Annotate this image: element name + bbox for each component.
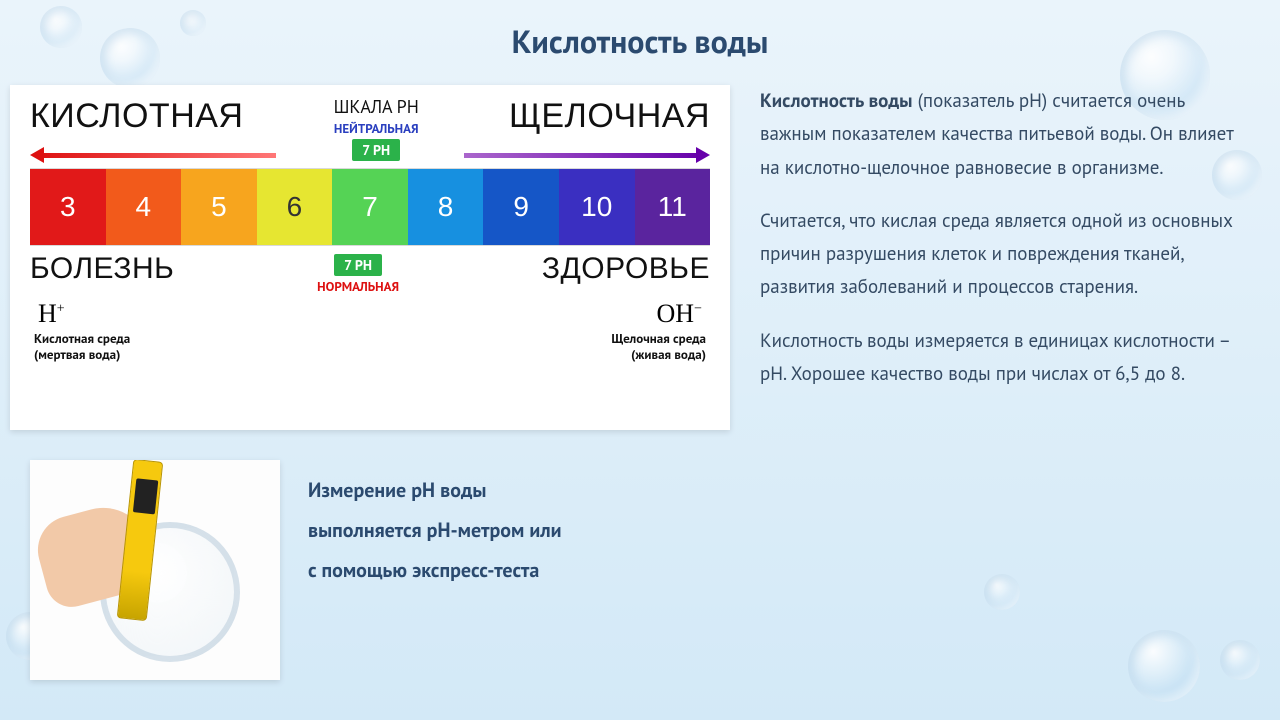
- ph-cell-5: 5: [181, 169, 257, 245]
- ph-cell-7: 7: [332, 169, 408, 245]
- alkaline-env-label: Щелочная среда (живая вода): [611, 331, 706, 364]
- health-label: ЗДОРОВЬЕ: [542, 252, 710, 286]
- bubble-deco: [1220, 640, 1260, 680]
- acid-env-label: Кислотная среда (мертвая вода): [34, 331, 130, 364]
- neutral-badge: 7 PH: [352, 139, 400, 161]
- ph-cell-10: 10: [559, 169, 635, 245]
- h-ion-label: H+: [38, 299, 65, 329]
- normal-label: НОРМАЛЬНАЯ: [317, 278, 399, 295]
- p1-bold: Кислотность воды: [760, 89, 913, 113]
- caption-line1: Измерение pH воды: [308, 477, 486, 503]
- scale-heading: ШКАЛА PH: [334, 95, 419, 118]
- paragraph-1: Кислотность воды (показатель pH) считает…: [760, 85, 1240, 185]
- ph-cell-3: 3: [30, 169, 106, 245]
- bubble-deco: [1128, 630, 1200, 702]
- ph-cell-8: 8: [408, 169, 484, 245]
- neutral-label: НЕЙТРАЛЬНАЯ: [334, 120, 419, 137]
- page-title: Кислотность воды: [0, 20, 1280, 62]
- ph-scale-bar: 34567891011: [30, 168, 710, 246]
- alk-env-line2: (живая вода): [631, 346, 706, 363]
- normal-badge: 7 PH: [334, 254, 382, 276]
- ph-scale-card: КИСЛОТНАЯ ШКАЛА PH НЕЙТРАЛЬНАЯ 7 PH ЩЕЛО…: [10, 85, 730, 430]
- bubble-deco: [984, 574, 1020, 610]
- alkaline-label: ЩЕЛОЧНАЯ: [509, 97, 710, 136]
- paragraph-2: Считается, что кислая среда является одн…: [760, 205, 1240, 305]
- paragraph-3: Кислотность воды измеряется в единицах к…: [760, 325, 1240, 392]
- ph-cell-6: 6: [257, 169, 333, 245]
- ph-cell-4: 4: [106, 169, 182, 245]
- caption-line2: выполняется pH-метром или: [308, 517, 562, 543]
- acidic-label: КИСЛОТНАЯ: [30, 97, 243, 136]
- caption-line3: с помощью экспресс-теста: [308, 557, 539, 583]
- ph-cell-11: 11: [635, 169, 711, 245]
- arrow-acidic-icon: [36, 153, 276, 158]
- photo-caption: Измерение pH воды выполняется pH-метром …: [308, 470, 728, 590]
- alk-env-line1: Щелочная среда: [611, 330, 706, 347]
- oh-ion-label: OH−: [657, 299, 702, 329]
- ph-cell-9: 9: [483, 169, 559, 245]
- ph-meter-photo: [30, 460, 280, 680]
- acid-env-line1: Кислотная среда: [34, 330, 130, 347]
- arrow-alkaline-icon: [464, 153, 704, 158]
- disease-label: БОЛЕЗНЬ: [30, 252, 174, 286]
- body-text: Кислотность воды (показатель pH) считает…: [760, 85, 1240, 411]
- acid-env-line2: (мертвая вода): [34, 346, 120, 363]
